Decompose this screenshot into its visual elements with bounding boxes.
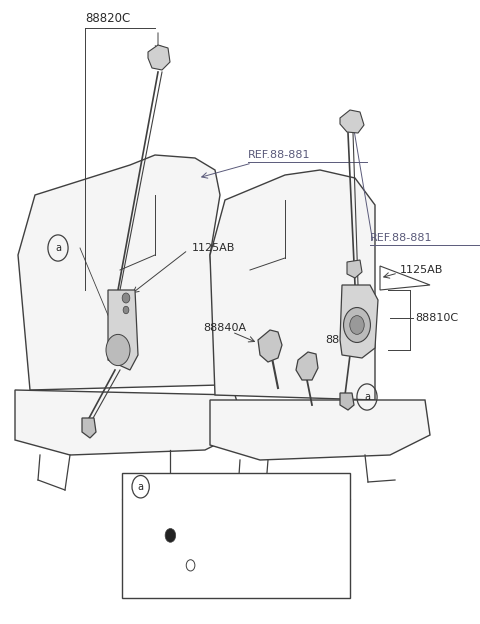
- Polygon shape: [258, 330, 282, 362]
- Text: 88830A: 88830A: [325, 335, 368, 345]
- Text: 88878: 88878: [161, 509, 196, 519]
- Polygon shape: [340, 110, 364, 133]
- Polygon shape: [340, 285, 378, 358]
- Bar: [122, 473, 350, 598]
- Polygon shape: [296, 352, 318, 380]
- Circle shape: [350, 316, 364, 334]
- Text: a: a: [364, 392, 370, 402]
- Circle shape: [106, 334, 130, 366]
- Polygon shape: [210, 400, 430, 460]
- Polygon shape: [148, 45, 170, 70]
- Circle shape: [123, 306, 129, 314]
- Polygon shape: [108, 290, 138, 370]
- Text: 1125AB: 1125AB: [192, 243, 235, 253]
- Polygon shape: [15, 390, 245, 455]
- Polygon shape: [210, 170, 375, 400]
- Polygon shape: [82, 418, 96, 438]
- Polygon shape: [18, 155, 220, 390]
- Polygon shape: [340, 393, 354, 410]
- Text: REF.88-881: REF.88-881: [370, 233, 432, 243]
- Text: 88820C: 88820C: [85, 11, 130, 24]
- Text: 88877: 88877: [180, 569, 216, 579]
- Circle shape: [122, 293, 130, 303]
- Text: 1125AB: 1125AB: [400, 265, 444, 275]
- Text: 88840A: 88840A: [203, 323, 246, 333]
- Circle shape: [344, 308, 371, 343]
- Polygon shape: [347, 260, 362, 278]
- Circle shape: [165, 529, 176, 542]
- Text: 88810C: 88810C: [415, 313, 458, 323]
- Text: REF.88-881: REF.88-881: [248, 150, 311, 160]
- Text: a: a: [138, 482, 144, 492]
- Text: a: a: [55, 243, 61, 253]
